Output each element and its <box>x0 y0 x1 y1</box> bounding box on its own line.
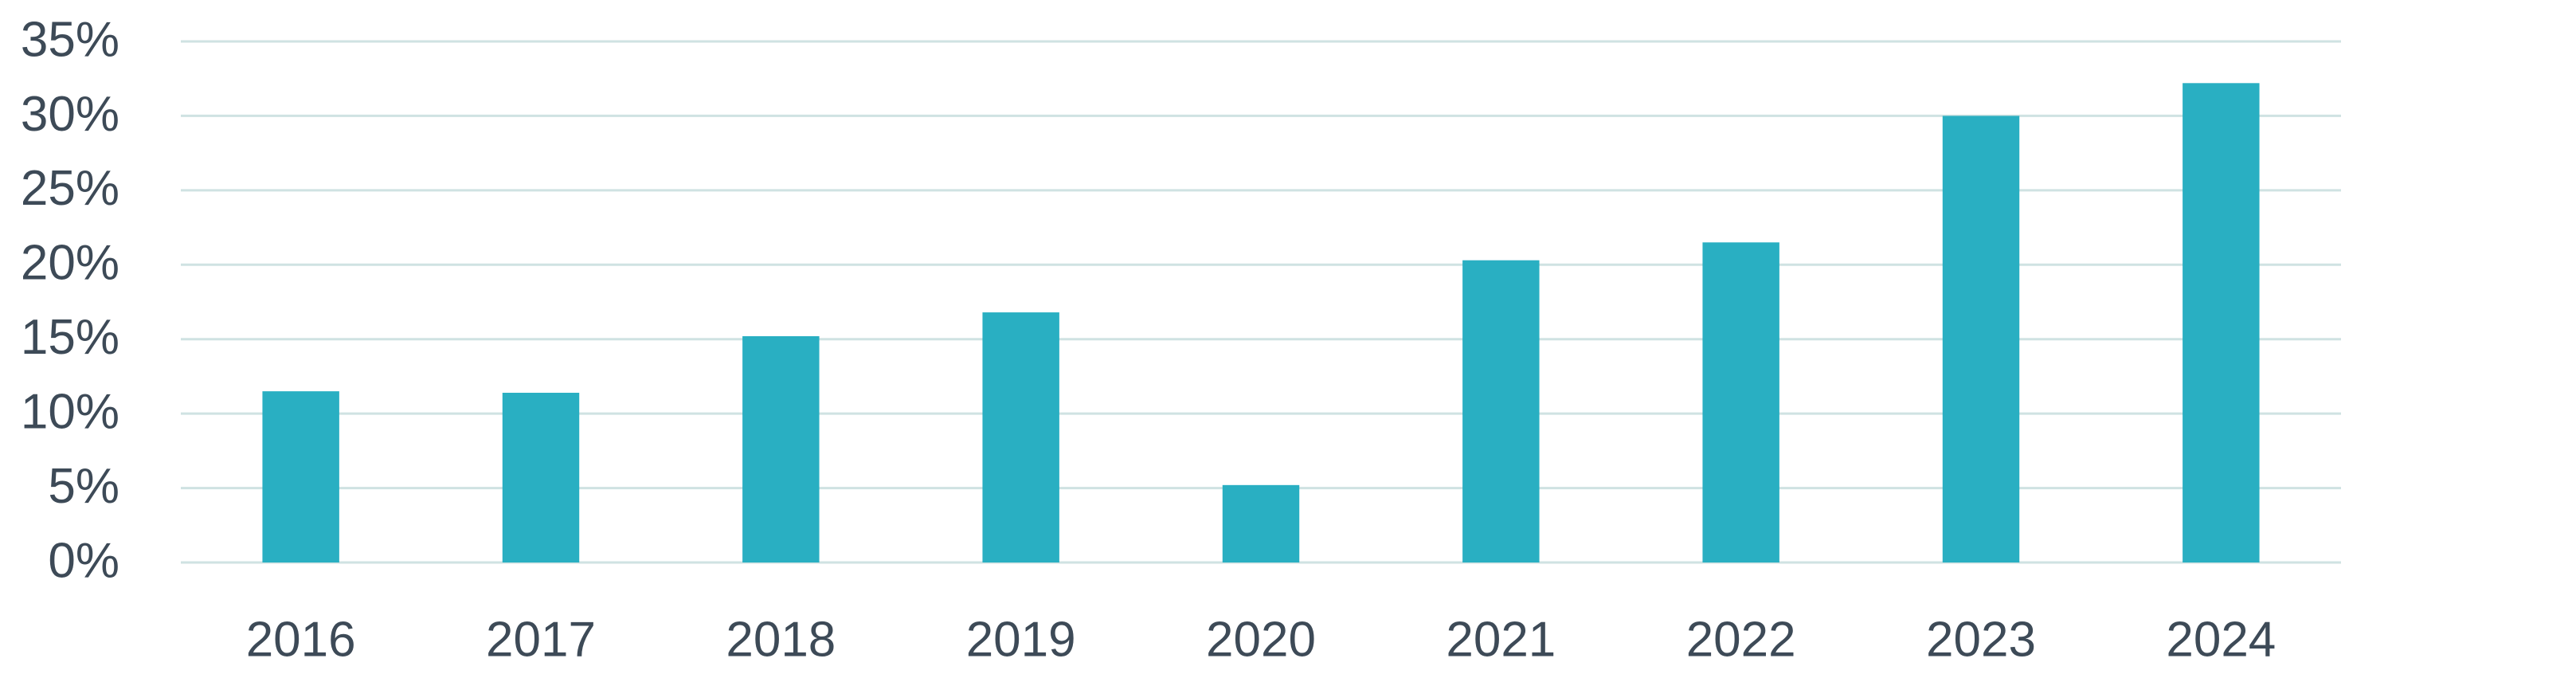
bar <box>742 335 820 562</box>
y-tick-label: 25% <box>21 161 119 216</box>
bar <box>502 392 580 562</box>
bar <box>1462 260 1540 562</box>
bar <box>1222 484 1300 562</box>
x-tick-label: 2020 <box>1206 612 1316 667</box>
y-tick-label: 0% <box>48 533 119 588</box>
y-tick-label: 35% <box>21 12 119 67</box>
y-tick-label: 15% <box>21 310 119 365</box>
bar <box>1702 242 1779 562</box>
y-tick-label: 30% <box>21 87 119 142</box>
x-tick-label: 2017 <box>486 612 596 667</box>
x-tick-label: 2022 <box>1686 612 1796 667</box>
bar <box>982 312 1059 562</box>
x-tick-label: 2023 <box>1926 612 2036 667</box>
x-tick-label: 2018 <box>726 612 836 667</box>
y-tick-label: 5% <box>48 459 119 514</box>
x-tick-label: 2024 <box>2166 612 2276 667</box>
bar <box>262 391 339 562</box>
bar <box>2183 83 2260 562</box>
y-tick-label: 20% <box>21 236 119 291</box>
x-tick-label: 2021 <box>1446 612 1556 667</box>
x-tick-label: 2019 <box>966 612 1076 667</box>
bar <box>1942 116 2020 562</box>
x-tick-label: 2016 <box>246 612 356 667</box>
y-tick-label: 10% <box>21 385 119 440</box>
